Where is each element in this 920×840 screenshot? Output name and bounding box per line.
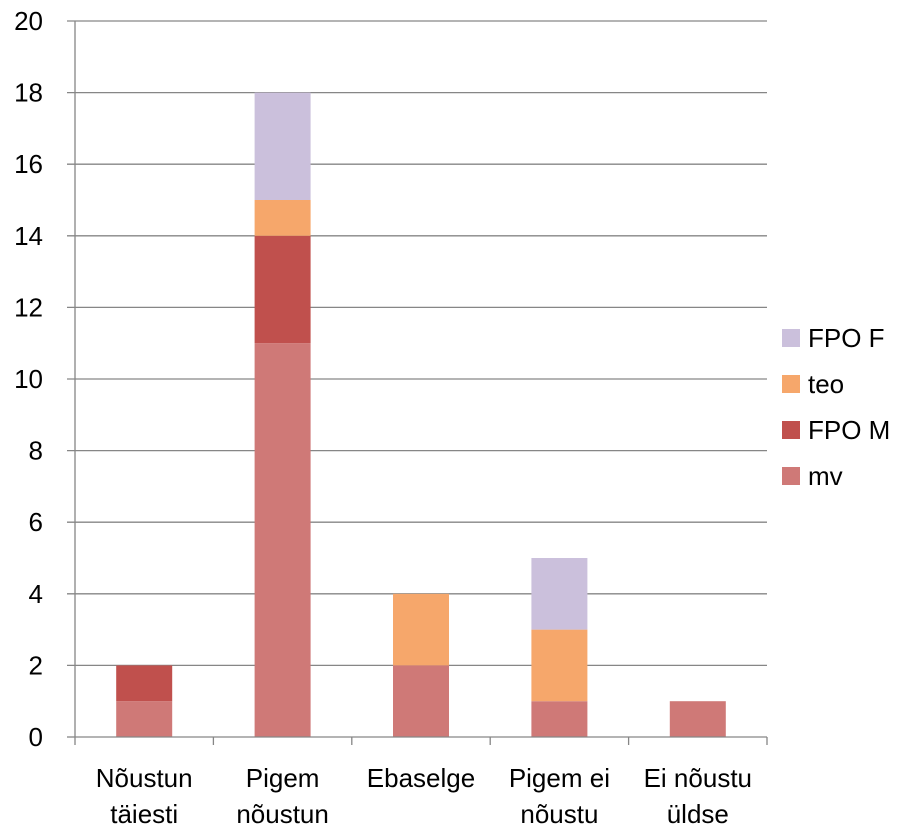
x-category-label: Nõustun täiesti (96, 763, 193, 829)
bar-segment-fpo-m (254, 235, 311, 344)
legend-swatch (782, 329, 800, 347)
x-category-label: Ei nõustu üldse (644, 763, 752, 829)
y-tick-label: 0 (29, 722, 43, 752)
legend-swatch (782, 421, 800, 439)
bar-segment-fpo-m (116, 665, 173, 702)
bar-segment-mv (669, 701, 726, 737)
x-category-label: Pigem nõustun (236, 763, 329, 829)
bar-segment-fpo-f (531, 558, 588, 630)
legend-label: FPO F (808, 323, 885, 353)
legend-swatch (782, 375, 800, 393)
y-tick-label: 8 (29, 436, 43, 466)
bar-segment-mv (116, 701, 173, 737)
y-tick-label: 20 (14, 6, 43, 36)
y-tick-label: 2 (29, 650, 43, 680)
bar-segment-mv (393, 665, 449, 737)
legend-label: mv (808, 461, 843, 491)
y-tick-label: 18 (14, 78, 43, 108)
y-tick-label: 14 (14, 221, 43, 251)
axes (67, 21, 768, 745)
gridlines (67, 20, 767, 667)
y-tick-label: 4 (29, 579, 43, 609)
bar-segment-mv (531, 701, 588, 737)
y-tick-label: 12 (14, 292, 43, 322)
bar-segment-mv (254, 343, 311, 737)
x-category-label: Ebaselge (367, 763, 475, 793)
legend-label: teo (808, 369, 844, 399)
bar-segment-teo (254, 200, 311, 236)
x-category-labels: Nõustun täiesti Pigem nõustun Ebaselge Pigem … (96, 763, 752, 829)
bar-segment-fpo-f (254, 92, 311, 200)
y-tick-labels: 0 2 4 6 8 10 12 14 16 18 20 (14, 6, 43, 752)
y-tick-label: 10 (14, 364, 43, 394)
y-tick-label: 6 (29, 507, 43, 537)
bars (116, 92, 726, 737)
legend-swatch (782, 467, 800, 485)
bar-segment-teo (531, 629, 588, 702)
x-category-label: Pigem ei nõustu (509, 763, 610, 829)
legend: FPO F teo FPO M mv (782, 323, 890, 491)
bar-segment-teo (393, 593, 449, 666)
legend-label: FPO M (808, 415, 890, 445)
y-tick-label: 16 (14, 149, 43, 179)
